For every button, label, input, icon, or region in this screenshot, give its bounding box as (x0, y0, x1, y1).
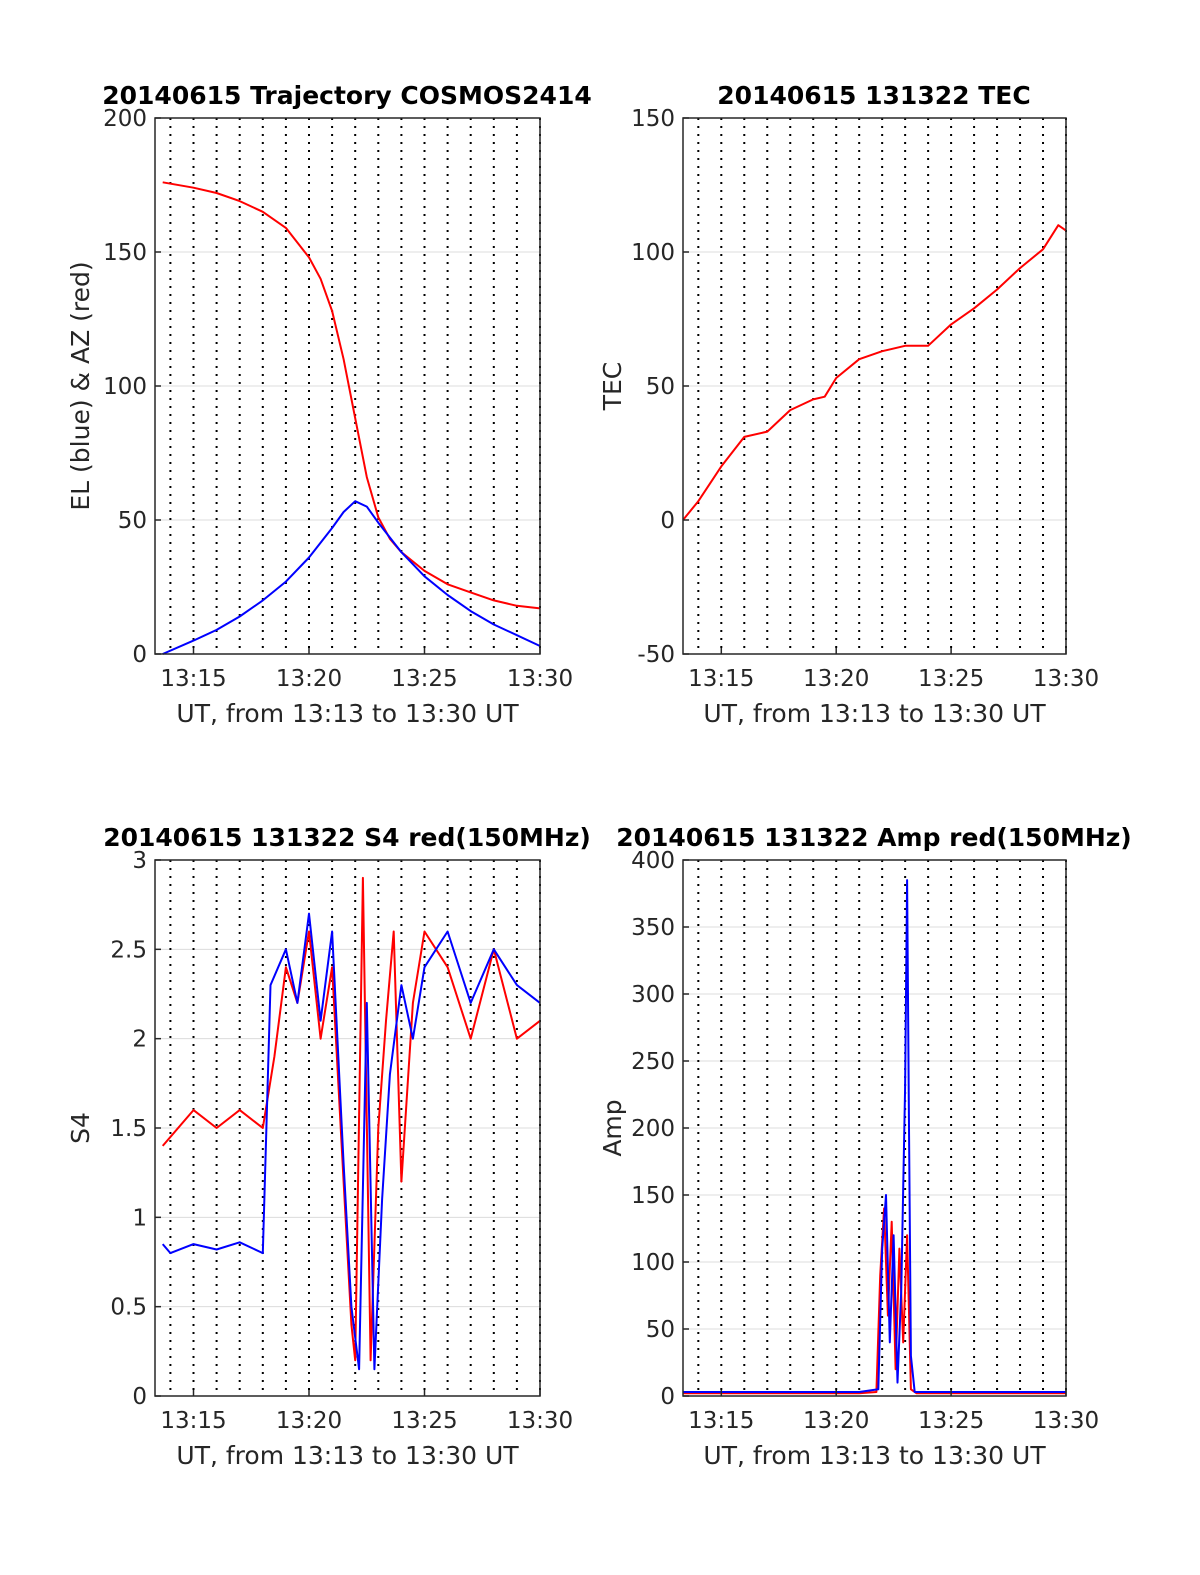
x-tick-label: 13:25 (918, 666, 984, 692)
x-tick-label: 13:30 (1033, 1408, 1099, 1434)
series-line-red (683, 1207, 1066, 1395)
y-tick-label: 0 (132, 1384, 147, 1410)
x-tick-label: 13:25 (391, 666, 457, 692)
chart-title-trajectory: 20140615 Trajectory COSMOS2414 (102, 81, 592, 110)
x-axis-label: UT, from 13:13 to 13:30 UT (703, 699, 1046, 728)
y-tick-label: 2 (132, 1027, 147, 1053)
x-tick-label: 13:20 (276, 1408, 342, 1434)
panel-trajectory: 0 50 100 150 200 13:15 13:20 13:25 13:30 UT, from… (66, 81, 592, 728)
x-tick-label: 13:30 (507, 666, 573, 692)
y-tick-label: 200 (631, 1116, 675, 1142)
y-tick-label: 150 (631, 1183, 675, 1209)
y-tick-label: 100 (631, 240, 675, 266)
chart-title-tec: 20140615 131322 TEC (717, 81, 1030, 110)
y-tick-label: 100 (103, 374, 147, 400)
x-tick-label: 13:30 (1033, 666, 1099, 692)
x-tick-label: 13:15 (160, 1408, 226, 1434)
x-tick-label: 13:15 (688, 1408, 754, 1434)
y-axis-label: EL (blue) & AZ (red) (66, 261, 95, 510)
x-tick-label: 13:15 (688, 666, 754, 692)
chart-title-s4: 20140615 131322 S4 red(150MHz) (103, 823, 591, 852)
panel-amp: 0 50 100 150 200 250 300 350 400 13:15 13:20 13:25 1… (598, 823, 1132, 1470)
y-tick-label: 250 (631, 1049, 675, 1075)
y-tick-label: 3 (132, 848, 147, 874)
x-axis-label: UT, from 13:13 to 13:30 UT (703, 1441, 1046, 1470)
series-line-blue (161, 912, 541, 1371)
y-tick-label: 150 (103, 240, 147, 266)
y-tick-label: -50 (637, 642, 675, 668)
x-tick-label: 13:20 (803, 666, 869, 692)
chart-title-amp: 20140615 131322 Amp red(150MHz) (616, 823, 1132, 852)
y-tick-label: 200 (103, 106, 147, 132)
x-tick-label: 13:15 (160, 666, 226, 692)
y-axis-label: Amp (598, 1099, 627, 1156)
y-tick-label: 50 (646, 374, 675, 400)
y-tick-label: 2.5 (110, 937, 147, 963)
y-tick-label: 0 (660, 1384, 675, 1410)
y-tick-label: 400 (631, 848, 675, 874)
y-axis-label: S4 (66, 1112, 95, 1144)
panel-s4: 0 0.5 1 1.5 2 2.5 3 13:15 13:20 13:25 13:30 UT, fro… (66, 823, 591, 1470)
x-tick-label: 13:30 (507, 1408, 573, 1434)
y-tick-label: 300 (631, 982, 675, 1008)
series-line-blue (683, 879, 1066, 1393)
y-tick-label: 1.5 (110, 1116, 147, 1142)
x-axis-label: UT, from 13:13 to 13:30 UT (176, 1441, 519, 1470)
panel-tec: -50 0 50 100 150 13:15 13:20 13:25 13:30 UT, from… (598, 81, 1099, 728)
y-axis-label: TEC (598, 362, 627, 412)
y-tick-label: 150 (631, 106, 675, 132)
y-tick-label: 100 (631, 1250, 675, 1276)
y-tick-label: 0.5 (110, 1295, 147, 1321)
x-tick-label: 13:20 (276, 666, 342, 692)
y-tick-label: 350 (631, 915, 675, 941)
series-line-red (682, 224, 1067, 521)
x-tick-label: 13:25 (391, 1408, 457, 1434)
x-axis-label: UT, from 13:13 to 13:30 UT (176, 699, 519, 728)
y-tick-label: 50 (646, 1317, 675, 1343)
series-line-red (162, 181, 541, 610)
y-tick-label: 50 (118, 508, 147, 534)
y-tick-label: 0 (660, 508, 675, 534)
y-tick-label: 1 (132, 1205, 147, 1231)
y-tick-label: 0 (132, 642, 147, 668)
x-tick-label: 13:25 (918, 1408, 984, 1434)
series-line-blue (162, 500, 541, 655)
x-tick-label: 13:20 (803, 1408, 869, 1434)
